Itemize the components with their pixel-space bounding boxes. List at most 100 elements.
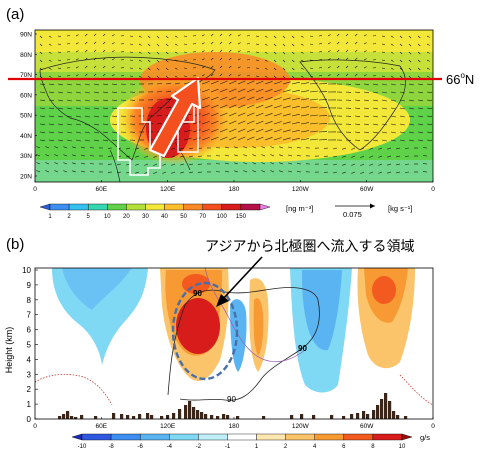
vector-arrow — [192, 129, 201, 133]
lon-tick-label: 0 — [33, 423, 37, 430]
vector-arrow — [345, 49, 349, 53]
vector-arrow — [84, 73, 88, 77]
vector-arrow — [72, 162, 77, 165]
vector-arrow — [219, 96, 228, 101]
vector-arrow — [399, 123, 405, 126]
flux-bar — [330, 415, 334, 419]
y-tick-label: 6 — [27, 326, 32, 335]
vector-arrow — [288, 154, 293, 157]
vector-arrow — [288, 146, 293, 149]
vector-arrow — [237, 42, 241, 45]
vector-arrow — [270, 162, 275, 165]
colorbar-segment — [240, 203, 261, 211]
flux-bar — [178, 409, 182, 419]
flux-bar — [342, 416, 346, 419]
vector-arrow — [201, 50, 205, 53]
vector-arrow — [408, 99, 414, 102]
vector-arrow — [300, 59, 304, 62]
vector-arrow — [327, 74, 331, 77]
vector-arrow — [408, 115, 414, 118]
vector-arrow — [369, 171, 374, 174]
vector-arrow — [342, 171, 347, 174]
vector-arrow — [120, 99, 127, 101]
vector-arrow — [93, 115, 99, 118]
vector-arrow — [282, 59, 286, 63]
vector-arrow — [318, 115, 328, 117]
vector-arrow — [399, 43, 403, 47]
vector-arrow — [72, 154, 77, 157]
vector-arrow — [390, 91, 396, 94]
vector-arrow — [282, 113, 291, 117]
vector-arrow — [309, 114, 318, 117]
vector-arrow — [210, 88, 219, 93]
vector-arrow — [192, 137, 201, 141]
vector-arrow — [255, 51, 259, 53]
lat-ticks: 90N 80N 70N 60N 50N 40N 30N 20N — [20, 32, 37, 181]
vector-arrow — [54, 154, 59, 157]
vector-arrow — [210, 65, 214, 69]
vector-arrow — [192, 121, 201, 125]
vector-arrow — [138, 67, 142, 70]
colorbar-level: 2 — [284, 444, 288, 450]
vector-arrow — [327, 66, 331, 69]
vector-arrow — [246, 75, 251, 77]
flux-bar — [300, 414, 304, 419]
vector-arrow — [399, 99, 405, 102]
source-region-boundary — [117, 107, 161, 176]
vector-arrow — [57, 107, 63, 110]
vector-arrow — [404, 147, 410, 149]
vector-arrow — [75, 123, 81, 126]
colorbar-level: 40 — [161, 214, 168, 220]
vector-arrow — [282, 67, 286, 71]
vector-arrow — [270, 170, 275, 173]
vector-arrow — [408, 139, 414, 142]
colorbar-segment — [68, 203, 89, 211]
vector-arrow — [102, 123, 108, 126]
flux-bar — [388, 401, 392, 419]
vector-arrow — [318, 51, 322, 53]
flux-bar — [396, 415, 400, 419]
vector-arrow — [273, 105, 282, 109]
vector-arrow — [120, 83, 127, 85]
vector-arrow — [215, 171, 221, 173]
vector-arrow — [417, 43, 421, 47]
vector-arrow — [396, 171, 401, 174]
vector-arrow — [111, 66, 115, 69]
vector-arrow — [291, 67, 295, 71]
vector-arrow — [291, 51, 295, 55]
vector-arrow — [84, 91, 90, 94]
vector-arrow — [180, 155, 185, 158]
vector-arrow — [243, 154, 248, 157]
vector-arrow — [363, 139, 369, 142]
vector-arrow — [243, 162, 248, 165]
vector-arrow — [417, 99, 423, 102]
vector-arrow — [201, 137, 210, 141]
vector-arrow — [219, 65, 223, 69]
colorbar-segment — [183, 203, 203, 211]
vector-arrow — [89, 171, 95, 173]
vector-arrow — [417, 67, 421, 71]
lon-tick-label: 0 — [431, 186, 435, 193]
blue-cell-pacific-core — [302, 270, 342, 351]
vector-arrow — [426, 123, 433, 125]
vector-arrow — [426, 83, 433, 85]
vector-arrow — [45, 162, 50, 165]
vector-arrow — [93, 33, 97, 37]
vector-arrow — [372, 75, 377, 77]
vector-arrow — [210, 104, 219, 109]
colorbar-level: 4 — [313, 444, 317, 450]
vector-arrow — [144, 163, 149, 166]
vector-arrow — [273, 97, 282, 101]
vector-arrow — [48, 83, 54, 85]
vector-arrow — [174, 43, 178, 46]
flux-bar — [290, 415, 294, 419]
vector-arrow — [93, 107, 99, 110]
vector-arrow — [201, 129, 210, 133]
vector-arrow — [174, 59, 178, 62]
vector-arrow — [264, 113, 273, 117]
vector-arrow — [165, 75, 169, 79]
vector-arrow — [210, 33, 214, 37]
vector-arrow — [120, 115, 127, 117]
vector-arrow — [399, 91, 405, 94]
vector-arrow — [234, 162, 239, 165]
